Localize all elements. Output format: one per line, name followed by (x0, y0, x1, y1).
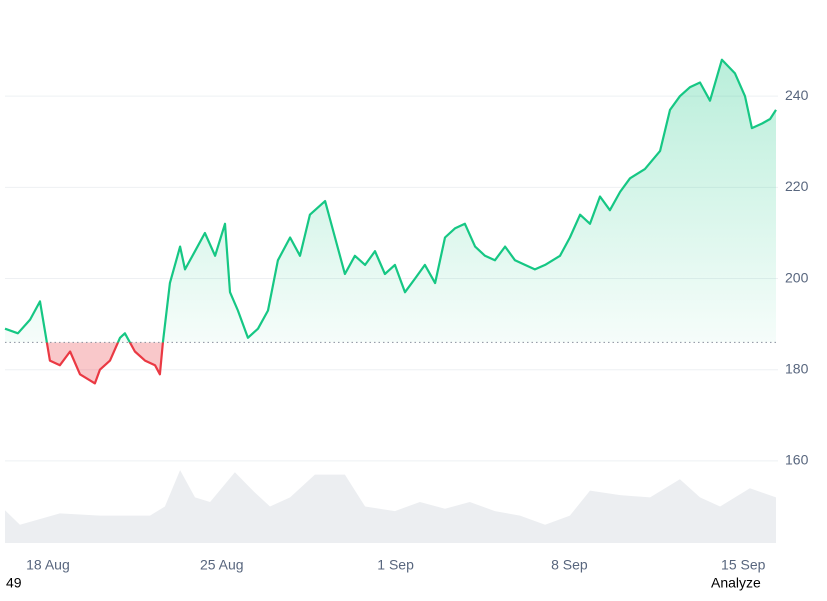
y-tick-label: 240 (785, 87, 809, 103)
x-tick-label: 25 Aug (200, 557, 244, 573)
price-line (4, 58, 777, 385)
y-tick-label: 180 (785, 360, 809, 376)
footer-left: 49 (6, 575, 22, 591)
y-tick-label: 200 (785, 269, 809, 285)
x-tick-label: 18 Aug (26, 557, 70, 573)
y-tick-label: 220 (785, 178, 809, 194)
volume-area (5, 470, 776, 543)
y-tick-label: 160 (785, 452, 809, 468)
x-tick-label: 1 Sep (377, 557, 414, 573)
x-tick-label: 8 Sep (551, 557, 588, 573)
price-area (5, 59, 776, 384)
x-tick-label: 15 Sep (721, 557, 766, 573)
analyze-button[interactable]: Analyze (711, 575, 761, 591)
